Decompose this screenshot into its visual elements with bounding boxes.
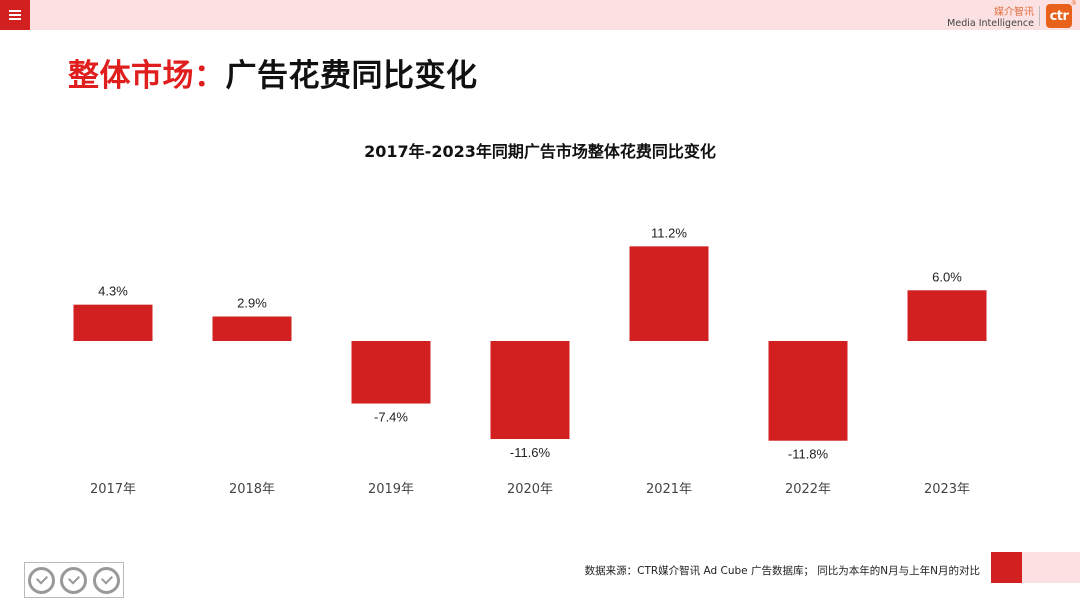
footer-pink-strip (1022, 552, 1080, 583)
hamburger-menu-icon (9, 10, 21, 20)
bar-2023年 (907, 290, 987, 341)
x-tick-label: 2020年 (507, 482, 553, 497)
sgs-certification-icon (93, 566, 121, 594)
x-tick-label: 2019年 (368, 482, 414, 497)
x-tick-label: 2023年 (924, 482, 970, 497)
chart-title: 2017年-2023年同期广告市场整体花费同比变化 (364, 142, 716, 161)
sgs-certification-icon (60, 566, 88, 594)
page-title-red: 整体市场： (68, 58, 226, 94)
top-bar (0, 0, 1080, 30)
data-label: -7.4% (374, 410, 408, 425)
bar-2017年 (73, 304, 153, 341)
data-label: -11.8% (788, 447, 829, 462)
brand-divider (1039, 6, 1040, 26)
x-tick-label: 2021年 (646, 482, 692, 497)
bar-2021年 (629, 246, 709, 341)
data-label: 4.3% (98, 284, 128, 299)
bar-2020年 (490, 341, 570, 440)
bar-2019年 (351, 341, 431, 404)
bar-2018年 (212, 316, 292, 341)
bar-2022年 (768, 341, 848, 441)
menu-button[interactable] (0, 0, 30, 30)
brand-cn: 媒介智讯 (994, 7, 1034, 18)
page-title-black: 广告花费同比变化 (225, 58, 478, 94)
data-label: 11.2% (651, 225, 687, 240)
footer-red-tile (991, 552, 1022, 583)
sgs-certification-icon (27, 566, 55, 594)
brand-en: Media Intelligence (947, 18, 1034, 29)
brand-text: 媒介智讯 Media Intelligence (947, 7, 1034, 29)
x-tick-label: 2022年 (785, 482, 831, 497)
x-tick-label: 2018年 (229, 482, 275, 497)
data-source-note: 数据来源：CTR媒介智讯 Ad Cube 广告数据库； 同比为本年的N月与上年N… (584, 565, 980, 577)
page-title: 整体市场：广告花费同比变化 (68, 50, 478, 95)
x-tick-label: 2017年 (90, 482, 136, 497)
data-label: 6.0% (932, 269, 962, 284)
ctr-logo: ctr (1046, 4, 1072, 28)
data-label: -11.6% (510, 445, 551, 460)
data-label: 2.9% (237, 295, 267, 310)
registered-mark: ® (1071, 1, 1076, 7)
sgs-certification-badges (24, 562, 124, 598)
